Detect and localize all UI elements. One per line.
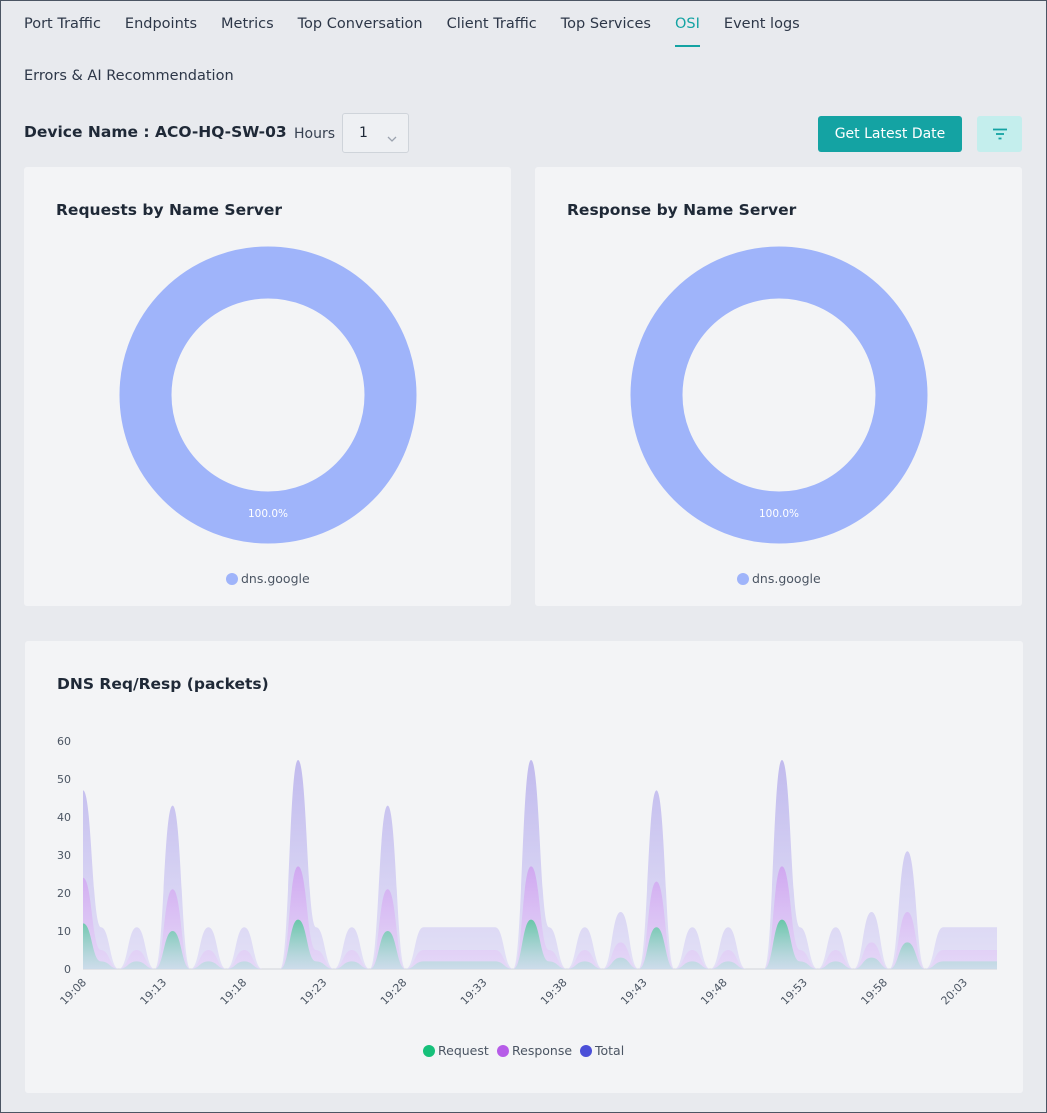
requests-by-name-server-card: Requests by Name Server 100.0% dns.googl…	[24, 167, 511, 606]
legend-dot	[497, 1044, 509, 1057]
hours-select[interactable]: 1	[342, 113, 409, 153]
legend-label: Response	[512, 1043, 573, 1058]
x-tick-label: 19:28	[378, 976, 410, 1008]
tab-bar: Port Traffic Endpoints Metrics Top Conve…	[24, 8, 1027, 47]
donut-slice-dns-google[interactable]	[119, 246, 417, 544]
y-tick-label: 20	[57, 887, 71, 900]
card-title: Requests by Name Server	[56, 201, 283, 219]
response-by-name-server-card: Response by Name Server 100.0% dns.googl…	[535, 167, 1022, 606]
response-donut-chart: 100.0%	[630, 246, 928, 544]
card-title: DNS Req/Resp (packets)	[57, 675, 269, 693]
hours-label: Hours	[294, 126, 336, 142]
legend-item-dns-google[interactable]: dns.google	[737, 571, 821, 586]
tab-osi[interactable]: OSI	[675, 8, 700, 47]
y-tick-label: 10	[57, 925, 71, 938]
donut-slice-percent-label: 100.0%	[759, 508, 799, 520]
legend-item-request[interactable]: Request	[423, 1043, 489, 1058]
y-tick-label: 50	[57, 773, 71, 786]
tab-top-services[interactable]: Top Services	[560, 16, 651, 32]
filter-button[interactable]	[977, 116, 1022, 152]
get-latest-date-button[interactable]: Get Latest Date	[818, 116, 962, 152]
donut-slice-dns-google[interactable]	[630, 246, 928, 544]
tab-errors-ai-recommendation[interactable]: Errors & AI Recommendation	[24, 68, 234, 84]
hours-select-value: 1	[359, 125, 368, 141]
x-tick-label: 19:18	[218, 976, 250, 1008]
x-tick-label: 19:43	[618, 976, 650, 1008]
x-tick-label: 19:33	[458, 976, 490, 1008]
dns-area-chart: 0 10 20 30 40 50 60 19:08 19:13 19:18 19:23 19:28 19…	[57, 735, 997, 1008]
tab-top-conversation[interactable]: Top Conversation	[297, 16, 423, 32]
legend-item-dns-google[interactable]: dns.google	[226, 571, 310, 586]
x-tick-label: 19:48	[698, 976, 730, 1008]
device-name-label: Device Name : ACO-HQ-SW-03	[24, 123, 287, 141]
legend-dot	[226, 572, 238, 585]
chevron-down-icon	[387, 128, 397, 147]
series-area-request[interactable]	[83, 919, 997, 969]
y-tick-label: 30	[57, 849, 71, 862]
legend-label: Request	[438, 1043, 489, 1058]
y-tick-label: 0	[64, 963, 71, 976]
series-area-total[interactable]	[83, 760, 997, 969]
x-tick-label: 19:58	[858, 976, 890, 1008]
tab-metrics[interactable]: Metrics	[221, 16, 274, 32]
y-tick-label: 60	[57, 735, 71, 748]
legend-label: dns.google	[241, 571, 310, 586]
series-area-response[interactable]	[83, 866, 997, 969]
donut-slice-percent-label: 100.0%	[248, 508, 288, 520]
x-tick-label: 19:08	[58, 976, 90, 1008]
card-title: Response by Name Server	[567, 201, 797, 219]
toolbar: Device Name : ACO-HQ-SW-03 Hours 1 Get L…	[24, 113, 1022, 155]
x-tick-label: 19:38	[538, 976, 570, 1008]
dns-req-resp-card: DNS Req/Resp (packets) 0 10 20 30 40 50 60 19:0…	[25, 641, 1023, 1093]
x-tick-label: 19:23	[298, 976, 330, 1008]
x-tick-label: 19:53	[778, 976, 810, 1008]
filter-icon	[992, 125, 1008, 144]
y-tick-label: 40	[57, 811, 71, 824]
legend-label: Total	[595, 1043, 625, 1058]
tab-event-logs[interactable]: Event logs	[723, 16, 800, 32]
legend-label: dns.google	[752, 571, 821, 586]
legend-dot	[423, 1044, 435, 1057]
legend-dot	[737, 572, 749, 585]
x-tick-label: 20:03	[939, 976, 971, 1008]
requests-donut-chart: 100.0%	[119, 246, 417, 544]
legend-dot	[580, 1044, 592, 1057]
tab-client-traffic[interactable]: Client Traffic	[446, 16, 537, 32]
legend-item-total[interactable]: Total	[580, 1043, 624, 1058]
tab-endpoints[interactable]: Endpoints	[124, 16, 198, 32]
x-tick-label: 19:13	[138, 976, 170, 1008]
tab-port-traffic[interactable]: Port Traffic	[24, 16, 101, 32]
legend-item-response[interactable]: Response	[497, 1043, 572, 1058]
